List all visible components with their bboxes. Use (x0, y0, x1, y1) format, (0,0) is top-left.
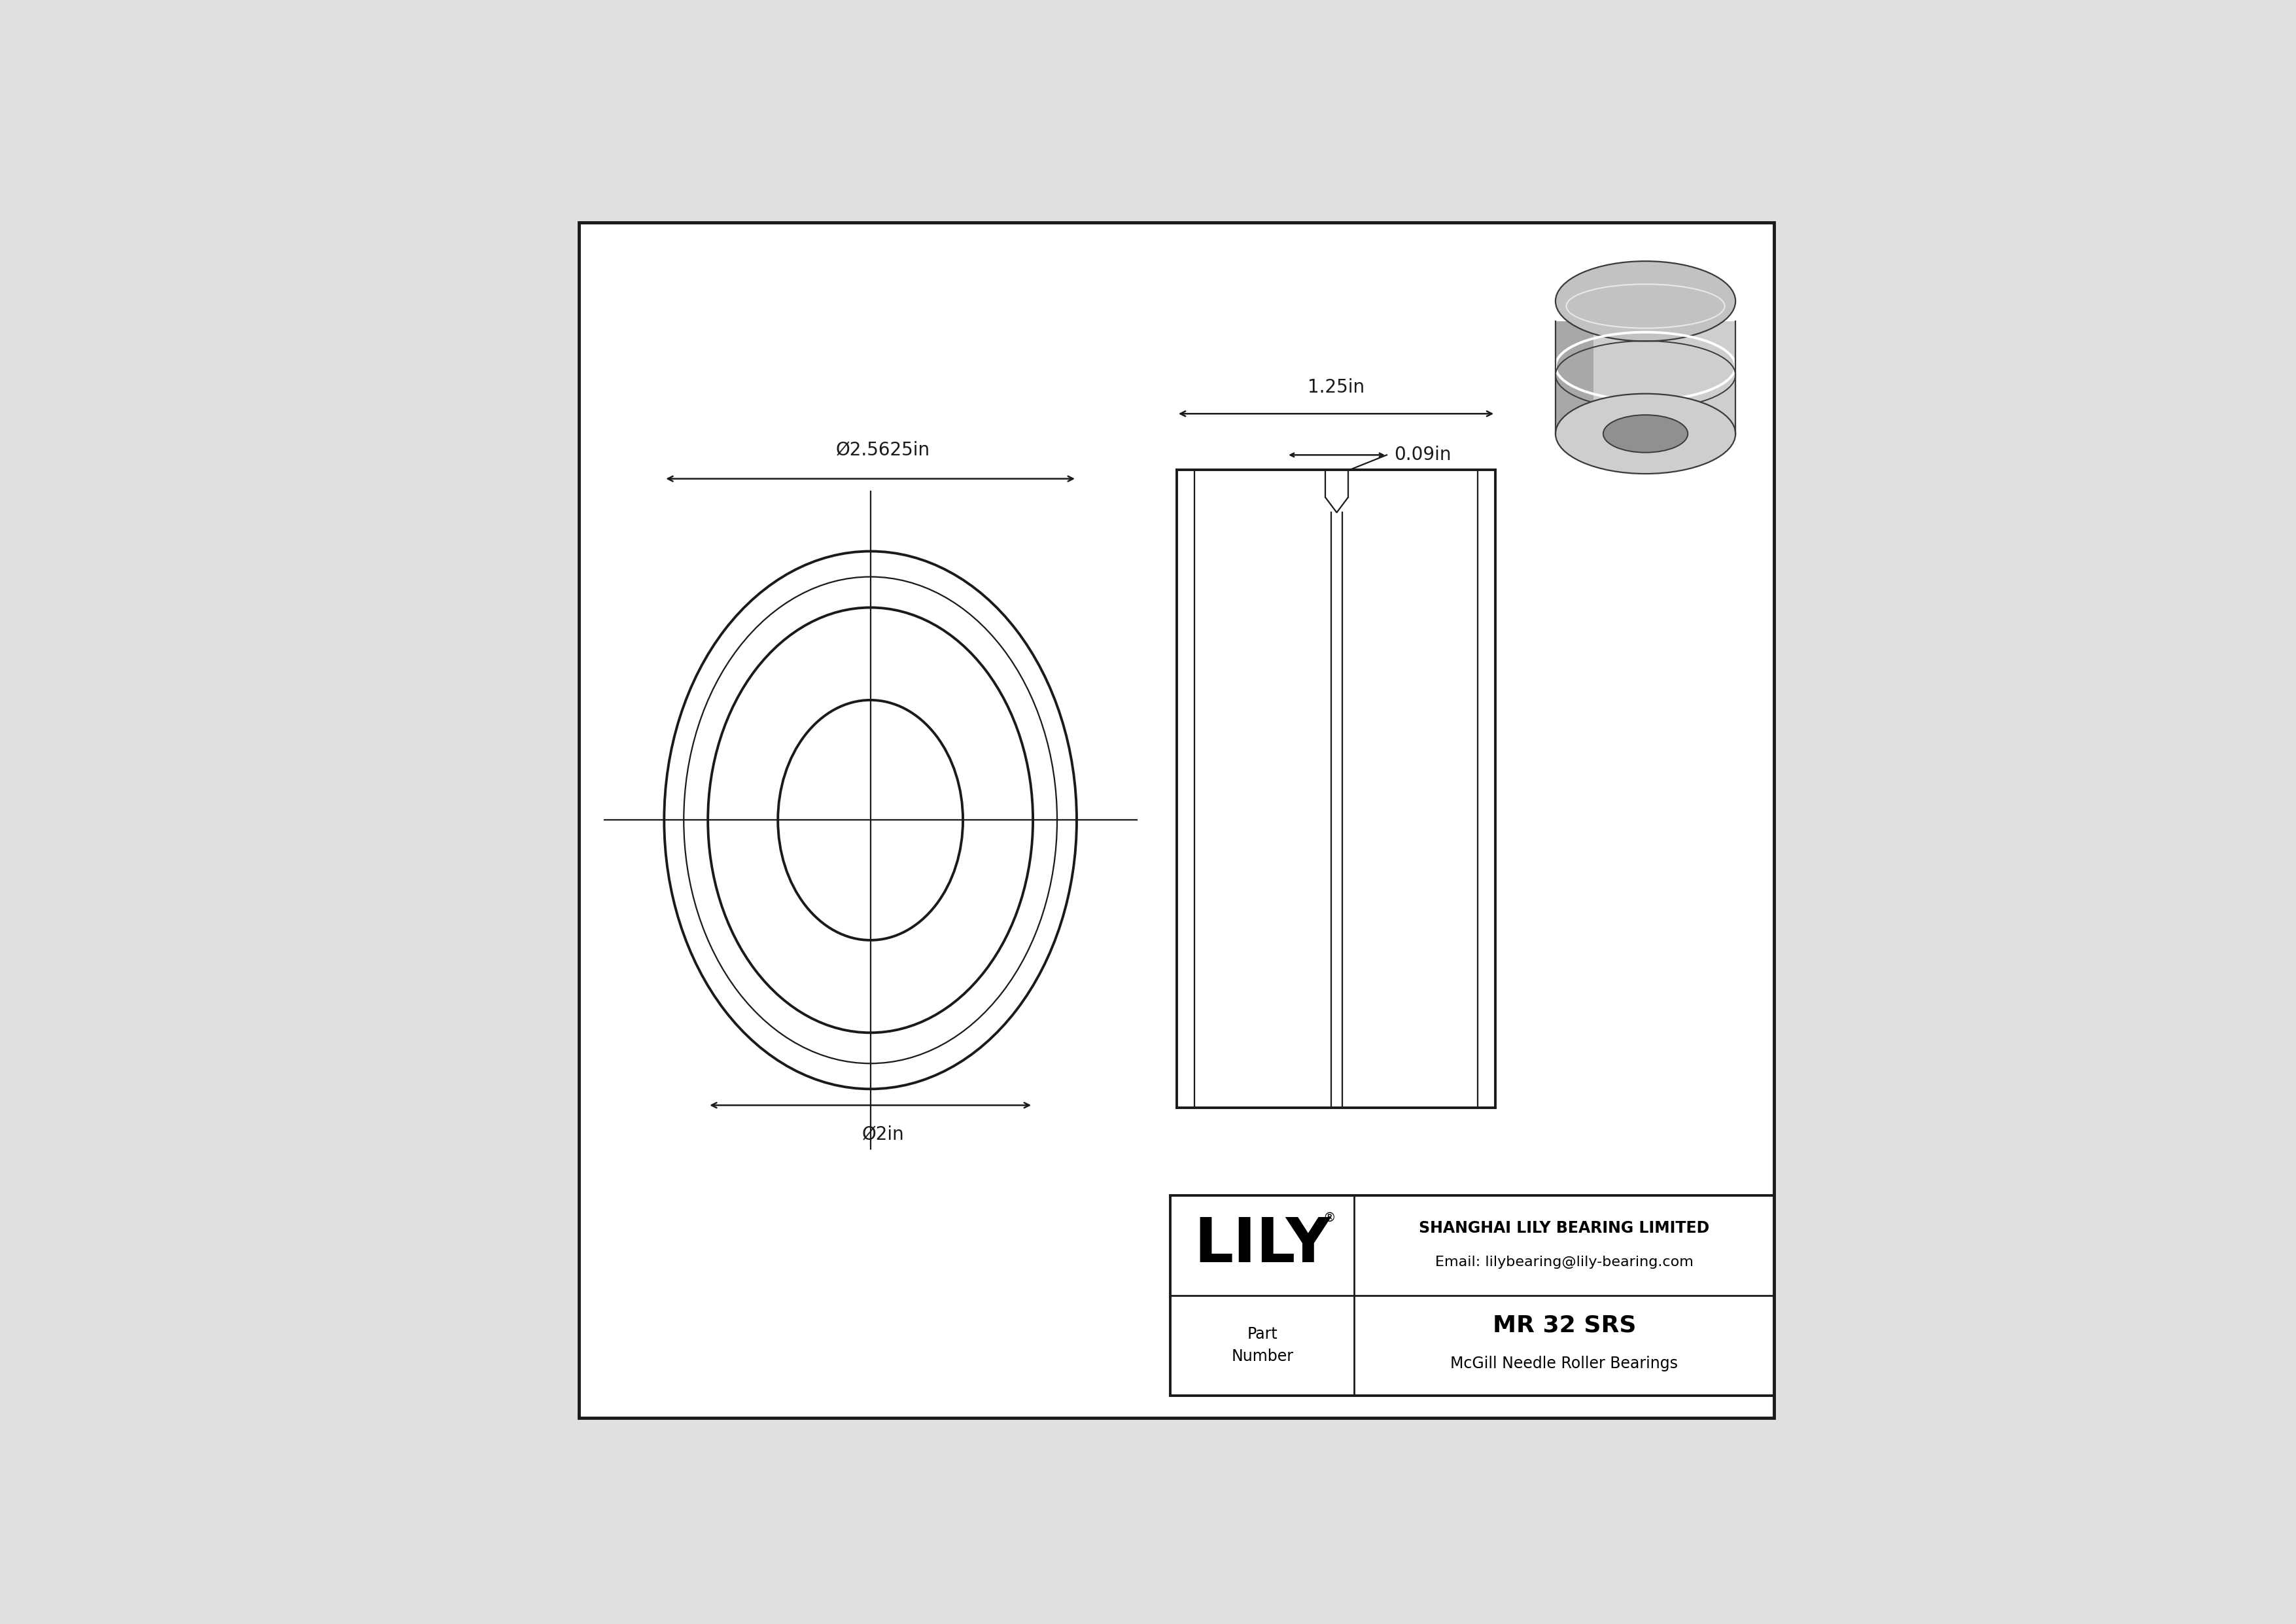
Text: LILY: LILY (1194, 1215, 1332, 1275)
Text: Part
Number: Part Number (1231, 1327, 1293, 1364)
Bar (1171, 1195, 1775, 1395)
Ellipse shape (1554, 261, 1736, 341)
Text: McGill Needle Roller Bearings: McGill Needle Roller Bearings (1451, 1356, 1678, 1371)
Text: Ø2in: Ø2in (861, 1125, 905, 1143)
Text: 0.09in: 0.09in (1394, 447, 1451, 464)
Ellipse shape (1603, 414, 1688, 453)
Ellipse shape (1554, 393, 1736, 474)
Text: Email: lilybearing@lily-bearing.com: Email: lilybearing@lily-bearing.com (1435, 1255, 1694, 1268)
Ellipse shape (778, 700, 962, 940)
Ellipse shape (684, 577, 1056, 1064)
Ellipse shape (664, 551, 1077, 1090)
Text: ®: ® (1322, 1212, 1336, 1224)
Text: MR 32 SRS: MR 32 SRS (1492, 1314, 1637, 1337)
Ellipse shape (707, 607, 1033, 1033)
Bar (1554, 322, 1593, 434)
Bar (1176, 469, 1495, 1108)
Bar (1554, 322, 1736, 434)
Text: SHANGHAI LILY BEARING LIMITED: SHANGHAI LILY BEARING LIMITED (1419, 1220, 1711, 1236)
Text: Ø2.5625in: Ø2.5625in (836, 440, 930, 458)
Text: 1.25in: 1.25in (1309, 378, 1364, 396)
